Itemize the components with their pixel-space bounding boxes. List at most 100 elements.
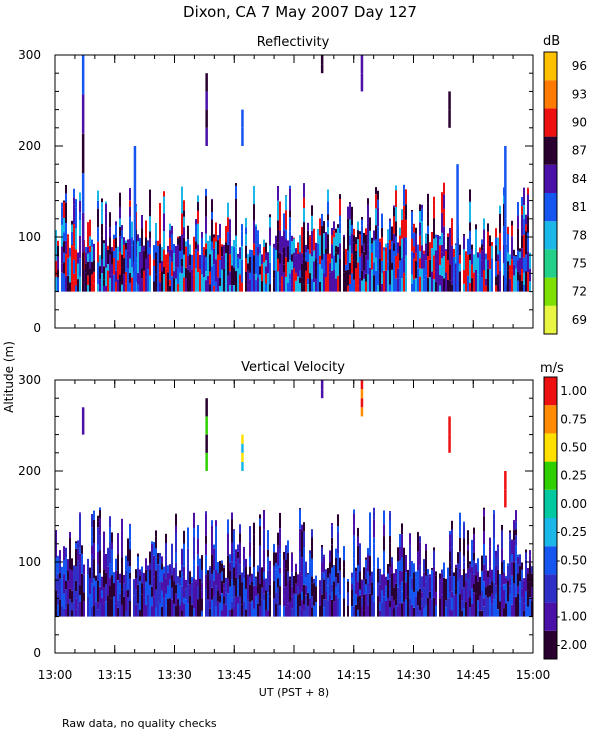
echo-segment — [97, 564, 99, 575]
x-axis-label: UT (PST + 8) — [259, 686, 329, 699]
echo-segment — [149, 238, 151, 248]
echo-segment — [387, 579, 389, 598]
echo-segment — [197, 538, 199, 555]
echo-segment — [127, 539, 129, 561]
echo-segment — [117, 270, 119, 280]
echo-segment — [63, 252, 65, 263]
echo-segment — [277, 565, 279, 579]
tall-echo — [448, 416, 451, 435]
echo-segment — [93, 519, 95, 544]
echo-segment — [367, 198, 369, 205]
echo-segment — [419, 222, 421, 236]
echo-segment — [487, 254, 489, 260]
echo-segment — [129, 188, 131, 201]
echo-segment — [329, 272, 331, 292]
echo-segment — [87, 284, 89, 292]
echo-segment — [261, 599, 263, 617]
echo-segment — [287, 262, 289, 283]
echo-segment — [367, 554, 369, 572]
echo-segment — [177, 244, 179, 268]
echo-segment — [513, 583, 515, 597]
echo-segment — [157, 564, 159, 576]
echo-segment — [237, 268, 239, 292]
echo-segment — [75, 609, 77, 617]
echo-segment — [99, 603, 101, 617]
echo-segment — [411, 225, 413, 239]
echo-segment — [321, 545, 323, 548]
echo-segment — [201, 237, 203, 253]
echo-segment — [215, 606, 217, 617]
echo-segment — [389, 578, 391, 601]
echo-segment — [381, 213, 383, 228]
echo-segment — [75, 598, 77, 610]
echo-segment — [99, 550, 101, 568]
echo-segment — [289, 279, 291, 292]
echo-segment — [357, 262, 359, 286]
echo-segment — [305, 585, 307, 596]
velocity-colorbar: -2.00-1.00-0.75-0.50-0.250.000.250.500.7… — [543, 376, 587, 660]
echo-segment — [253, 522, 255, 535]
echo-segment — [265, 260, 267, 267]
echo-segment — [221, 610, 223, 617]
echo-segment — [291, 572, 293, 587]
echo-segment — [393, 207, 395, 217]
colorbar-swatch — [544, 80, 557, 109]
echo-segment — [353, 584, 355, 607]
echo-segment — [221, 580, 223, 593]
echo-segment — [363, 594, 365, 611]
echo-segment — [439, 245, 441, 265]
echo-segment — [451, 610, 453, 617]
echo-segment — [415, 578, 417, 597]
echo-segment — [91, 239, 93, 247]
echo-segment — [495, 557, 497, 566]
echo-segment — [421, 208, 423, 221]
echo-segment — [421, 268, 423, 292]
echo-segment — [273, 278, 275, 292]
echo-segment — [131, 267, 133, 278]
echo-segment — [225, 577, 227, 593]
echo-segment — [419, 565, 421, 589]
echo-segment — [195, 268, 197, 292]
echo-segment — [61, 272, 63, 292]
echo-segment — [427, 193, 429, 203]
echo-segment — [333, 221, 335, 231]
echo-segment — [303, 197, 305, 209]
echo-segment — [151, 564, 153, 587]
echo-segment — [105, 225, 107, 248]
colorbar-tick-label: 75 — [572, 257, 587, 271]
echo-segment — [443, 208, 445, 227]
echo-segment — [109, 227, 111, 238]
echo-segment — [497, 237, 499, 255]
echo-segment — [451, 222, 453, 246]
echo-segment — [213, 596, 215, 617]
echo-segment — [441, 594, 443, 617]
echo-segment — [85, 272, 87, 292]
echo-segment — [273, 580, 275, 599]
echo-segment — [211, 219, 213, 242]
echo-segment — [331, 544, 333, 568]
echo-segment — [249, 249, 251, 257]
echo-segment — [183, 200, 185, 211]
echo-segment — [385, 600, 387, 617]
echo-segment — [219, 223, 221, 238]
echo-segment — [181, 186, 183, 194]
echo-segment — [189, 244, 191, 255]
echo-segment — [205, 256, 207, 272]
echo-segment — [405, 555, 407, 573]
colorbar-swatch — [544, 164, 557, 193]
echo-segment — [423, 572, 425, 588]
echo-segment — [255, 273, 257, 281]
echo-segment — [403, 547, 405, 560]
echo-segment — [391, 226, 393, 241]
echo-segment — [401, 209, 403, 220]
echo-segment — [411, 210, 413, 212]
echo-segment — [259, 266, 261, 275]
echo-segment — [79, 513, 81, 529]
echo-segment — [373, 262, 375, 276]
echo-segment — [99, 535, 101, 551]
echo-segment — [527, 216, 529, 233]
echo-segment — [79, 235, 81, 245]
echo-segment — [507, 563, 509, 566]
echo-segment — [335, 232, 337, 246]
echo-segment — [327, 577, 329, 586]
